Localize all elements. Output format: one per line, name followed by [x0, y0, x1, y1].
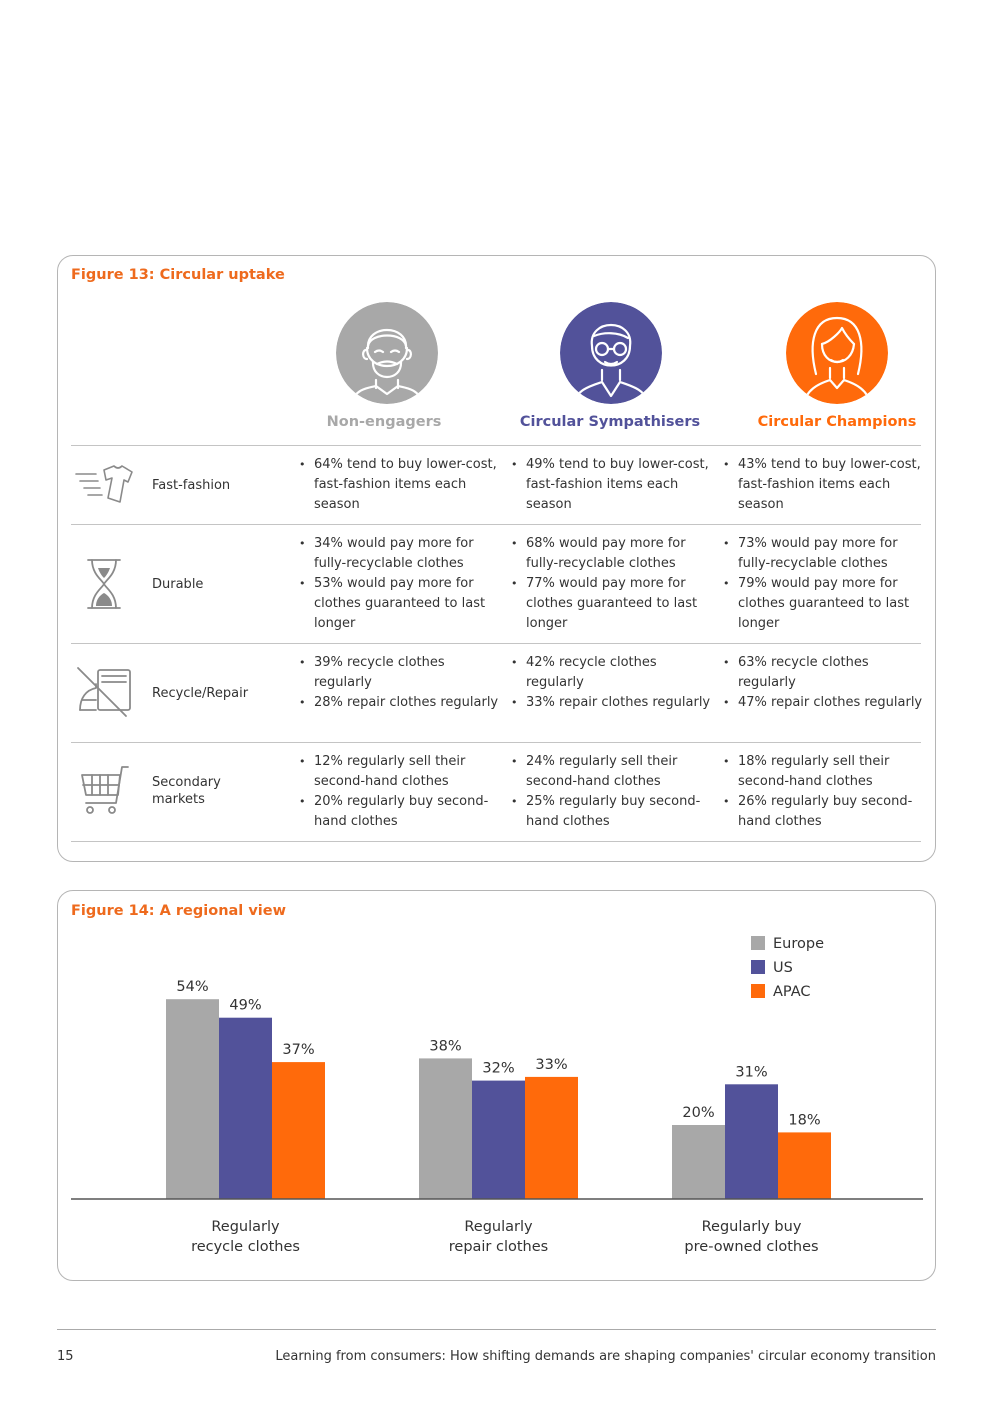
bullet-text: 53% would pay more for clothes guarantee… — [299, 574, 504, 634]
segment-name-circular-champions: Circular Champions — [757, 414, 917, 430]
no-iron-recycle-icon — [74, 664, 134, 720]
data-label: 54% — [176, 979, 208, 995]
cell-recycle-non-engagers: 39% recycle clothes regularly 28% repair… — [299, 653, 504, 713]
cell-secondary-champions: 18% regularly sell their second-hand clo… — [723, 752, 928, 832]
figure-14-panel: Figure 14: A regional view 54% 49% 37% Regu… — [57, 890, 936, 1281]
bar-apac — [272, 1062, 325, 1199]
bullet-text: 49% tend to buy lower-cost, fast-fashion… — [511, 455, 716, 515]
figure-13-panel: Figure 13: Circular uptake — [57, 255, 936, 862]
bar-europe — [419, 1058, 472, 1199]
legend-swatch-europe — [751, 936, 765, 950]
bullet-text: 25% regularly buy second-hand clothes — [511, 792, 716, 832]
legend-label: US — [773, 960, 793, 976]
category-label: recycle clothes — [191, 1239, 300, 1255]
bullet-text: 18% regularly sell their second-hand clo… — [723, 752, 928, 792]
bar-apac — [778, 1132, 831, 1199]
bullet-text: 42% recycle clothes regularly — [511, 653, 716, 693]
row-label-secondary-markets: Secondary markets — [152, 775, 221, 807]
shopping-cart-icon — [74, 763, 134, 819]
data-label: 18% — [788, 1112, 820, 1128]
table-divider — [71, 841, 921, 842]
segment-name-circular-sympathisers: Circular Sympathisers — [519, 414, 701, 430]
bullet-text: 47% repair clothes regularly — [723, 693, 928, 713]
bullet-text: 63% recycle clothes regularly — [723, 653, 928, 693]
page-number: 15 — [57, 1349, 74, 1364]
cell-fast-fashion-champions: 43% tend to buy lower-cost, fast-fashion… — [723, 455, 928, 515]
bullet-text: 12% regularly sell their second-hand clo… — [299, 752, 504, 792]
running-title: Learning from consumers: How shifting de… — [275, 1349, 936, 1364]
table-divider — [71, 445, 921, 446]
data-label: 20% — [682, 1105, 714, 1121]
fast-tshirt-icon — [74, 456, 134, 512]
figure-13-title: Figure 13: Circular uptake — [71, 267, 285, 283]
cell-secondary-sympathisers: 24% regularly sell their second-hand clo… — [511, 752, 716, 832]
legend-swatch-apac — [751, 984, 765, 998]
bullet-text: 34% would pay more for fully-recyclable … — [299, 534, 504, 574]
hourglass-icon — [74, 556, 134, 612]
legend-label: Europe — [773, 936, 824, 952]
bullet-text: 33% repair clothes regularly — [511, 693, 716, 713]
bullet-text: 64% tend to buy lower-cost, fast-fashion… — [299, 455, 504, 515]
segment-name-non-engagers: Non-engagers — [326, 414, 442, 430]
regional-bar-chart: 54% 49% 37% Regularly recycle clothes 38% 32% 3… — [71, 936, 923, 1255]
category-label: Regularly buy — [702, 1219, 802, 1235]
bar-us — [472, 1080, 525, 1199]
bullet-text: 79% would pay more for clothes guarantee… — [723, 574, 928, 634]
bar-europe — [166, 999, 219, 1199]
cell-recycle-champions: 63% recycle clothes regularly 47% repair… — [723, 653, 928, 713]
row-label-fast-fashion: Fast-fashion — [152, 478, 231, 493]
man-with-glasses-icon — [560, 302, 662, 404]
bullet-text: 77% would pay more for clothes guarantee… — [511, 574, 716, 634]
table-divider — [71, 643, 921, 644]
row-label-recycle-repair: Recycle/Repair — [152, 686, 249, 701]
woman-icon — [786, 302, 888, 404]
row-label-durable: Durable — [152, 577, 204, 592]
bearded-man-icon — [336, 302, 438, 404]
data-label: 31% — [735, 1064, 767, 1080]
bullet-text: 20% regularly buy second-hand clothes — [299, 792, 504, 832]
data-label: 33% — [535, 1057, 567, 1073]
bullet-text: 39% recycle clothes regularly — [299, 653, 504, 693]
data-label: 37% — [282, 1042, 314, 1058]
cell-durable-sympathisers: 68% would pay more for fully-recyclable … — [511, 534, 716, 634]
data-label: 49% — [229, 998, 261, 1014]
bar-apac — [525, 1076, 578, 1199]
table-divider — [71, 742, 921, 743]
bar-europe — [672, 1125, 725, 1199]
cell-recycle-sympathisers: 42% recycle clothes regularly 33% repair… — [511, 653, 716, 713]
category-label: Regularly — [211, 1219, 280, 1235]
bullet-text: 26% regularly buy second-hand clothes — [723, 792, 928, 832]
footer-divider — [57, 1329, 936, 1330]
legend-label: APAC — [773, 984, 811, 1000]
bullet-text: 43% tend to buy lower-cost, fast-fashion… — [723, 455, 928, 515]
bullet-text: 68% would pay more for fully-recyclable … — [511, 534, 716, 574]
bullet-text: 73% would pay more for fully-recyclable … — [723, 534, 928, 574]
data-label: 38% — [429, 1038, 461, 1054]
category-label: repair clothes — [449, 1239, 548, 1255]
data-label: 32% — [482, 1061, 514, 1077]
bar-us — [219, 1017, 272, 1199]
bullet-text: 24% regularly sell their second-hand clo… — [511, 752, 716, 792]
legend-swatch-us — [751, 960, 765, 974]
cell-fast-fashion-sympathisers: 49% tend to buy lower-cost, fast-fashion… — [511, 455, 716, 515]
cell-secondary-non-engagers: 12% regularly sell their second-hand clo… — [299, 752, 504, 832]
bullet-text: 28% repair clothes regularly — [299, 693, 504, 713]
figure-14-title: Figure 14: A regional view — [71, 903, 286, 919]
cell-fast-fashion-non-engagers: 64% tend to buy lower-cost, fast-fashion… — [299, 455, 504, 515]
category-label: pre-owned clothes — [684, 1239, 818, 1255]
bar-us — [725, 1084, 778, 1199]
cell-durable-champions: 73% would pay more for fully-recyclable … — [723, 534, 928, 634]
category-label: Regularly — [464, 1219, 533, 1235]
table-divider — [71, 524, 921, 525]
cell-durable-non-engagers: 34% would pay more for fully-recyclable … — [299, 534, 504, 634]
